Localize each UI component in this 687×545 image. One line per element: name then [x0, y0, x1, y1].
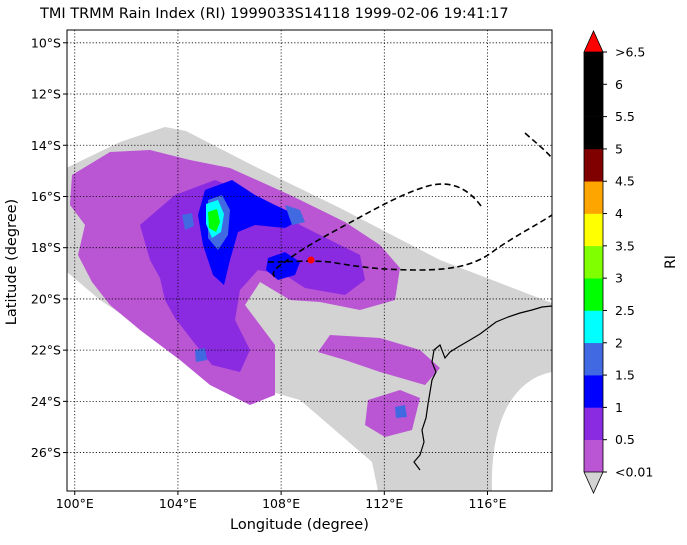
colorbar-tick-label: >6.5: [615, 45, 645, 60]
tick-label-longitude: 112°E: [365, 496, 403, 511]
tick-label-longitude: 108°E: [262, 496, 300, 511]
y-axis-label: Latitude (degree): [4, 198, 20, 326]
colorbar-segment: [584, 439, 603, 473]
colorbar-segment: [584, 116, 603, 150]
rain-area: [182, 213, 194, 230]
rain-area: [266, 252, 300, 280]
storm-track: [272, 183, 482, 279]
tick-label-latitude: 16°S: [31, 189, 61, 204]
storm-track: [267, 214, 552, 271]
colorbar-tick-label: 1: [615, 400, 623, 415]
tick-label-latitude: 22°S: [31, 343, 61, 358]
tick-label-latitude: 14°S: [31, 138, 61, 153]
colorbar-tick-label: 4.5: [615, 174, 635, 189]
colorbar-segment: [584, 148, 603, 182]
tick-label-longitude: 116°E: [468, 496, 506, 511]
colorbar-extend-max: [583, 30, 604, 53]
rain-area: [195, 348, 207, 362]
rain-area: [285, 205, 305, 225]
longitude-ticks: 100°E 104°E 108°E 112°E 116°E: [56, 491, 507, 511]
plot-title: TMI TRMM Rain Index (RI) 1999033S14118 1…: [40, 6, 509, 22]
tick-label-latitude: 10°S: [31, 35, 61, 50]
tick-label-longitude: 104°E: [159, 496, 197, 511]
rain-area: [318, 335, 440, 385]
colorbar-segment: [584, 278, 603, 311]
colorbar-segment: [584, 52, 603, 85]
colorbar-segment: [584, 84, 603, 117]
rain-field: [70, 150, 440, 437]
colorbar-segment: [584, 375, 603, 408]
colorbar-tick-label: 2.5: [615, 303, 635, 318]
rain-area: [140, 180, 365, 372]
tick-label-latitude: 26°S: [31, 445, 61, 460]
tick-label-longitude: 100°E: [56, 496, 94, 511]
tick-label-latitude: 18°S: [31, 240, 61, 255]
colorbar-tick-label: <0.01: [615, 465, 653, 480]
colorbar-segment: [584, 245, 603, 279]
colorbar-tick-label: 3: [615, 271, 623, 286]
colorbar-segment: [584, 181, 603, 214]
colorbar-tick-label: 4: [615, 206, 623, 221]
colorbar: <0.01 0.5 1 1.5 2 2.5 3 3.5 4 4.5 5 5.5 6 >6.5: [583, 30, 653, 494]
latitude-ticks: 10°S 12°S 14°S 16°S 18°S 20°S 22°S 24°S 26°S: [31, 35, 67, 460]
colorbar-segment: [584, 342, 603, 376]
tick-label-latitude: 24°S: [31, 394, 61, 409]
colorbar-label: RI: [663, 255, 679, 269]
colorbar-tick-label: 0.5: [615, 432, 635, 447]
rain-area: [208, 209, 220, 232]
storm-center-marker: [307, 256, 315, 264]
axes-frame: [66, 29, 553, 492]
colorbar-segment: [584, 407, 603, 440]
coastline: [413, 305, 552, 471]
colorbar-tick-label: 3.5: [615, 238, 635, 253]
colorbar-tick-label: 6: [615, 77, 623, 92]
rain-area: [395, 405, 407, 418]
colorbar-tick-label: 2: [615, 335, 623, 350]
colorbar-tick-label: 1.5: [615, 368, 635, 383]
map-gridlines: [67, 30, 552, 491]
colorbar-segment: [584, 213, 603, 247]
storm-track: [524, 132, 552, 159]
colorbar-extend-min: [583, 471, 604, 494]
tick-label-latitude: 20°S: [31, 291, 61, 306]
tick-label-latitude: 12°S: [31, 87, 61, 102]
colorbar-tick-label: 5: [615, 141, 623, 156]
colorbar-outline: [583, 52, 604, 472]
x-axis-label: Longitude (degree): [230, 517, 369, 533]
colorbar-tick-label: 5.5: [615, 109, 635, 124]
colorbar-segment: [584, 310, 603, 344]
